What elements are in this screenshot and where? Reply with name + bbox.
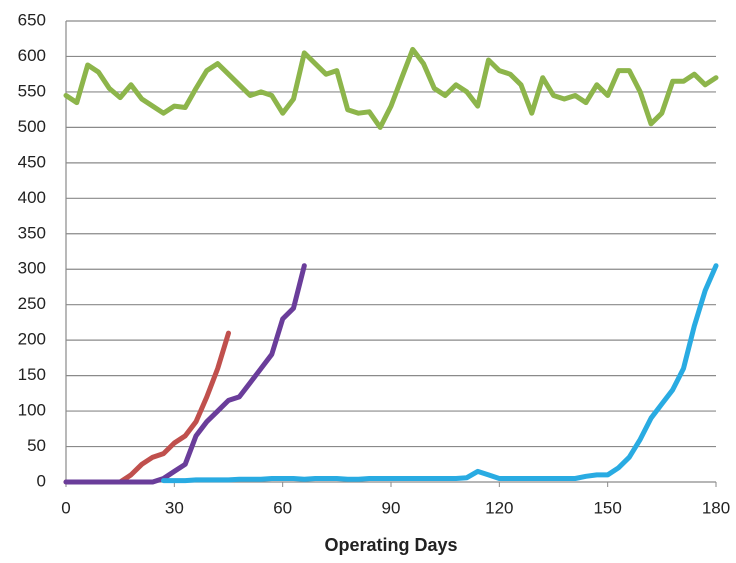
x-tick-label: 150 bbox=[593, 498, 621, 517]
series-line bbox=[63, 263, 307, 485]
y-tick-label: 500 bbox=[18, 117, 46, 136]
y-tick-label: 300 bbox=[18, 259, 46, 278]
y-tick-label: 250 bbox=[18, 294, 46, 313]
series-line bbox=[63, 330, 231, 485]
y-tick-label: 400 bbox=[18, 188, 46, 207]
y-tick-label: 650 bbox=[18, 10, 46, 29]
y-tick-label: 150 bbox=[18, 365, 46, 384]
y-tick-label: 550 bbox=[18, 81, 46, 100]
y-tick-label: 0 bbox=[37, 471, 46, 490]
y-tick-label: 100 bbox=[18, 401, 46, 420]
x-tick-label: 0 bbox=[61, 498, 70, 517]
x-tick-label: 180 bbox=[702, 498, 730, 517]
x-tick-label: 30 bbox=[165, 498, 184, 517]
x-axis-title: Operating Days bbox=[324, 535, 457, 555]
x-tick-label: 60 bbox=[273, 498, 292, 517]
y-tick-label: 600 bbox=[18, 46, 46, 65]
y-tick-label: 50 bbox=[27, 436, 46, 455]
x-tick-label: 90 bbox=[382, 498, 401, 517]
y-tick-label: 450 bbox=[18, 152, 46, 171]
y-tick-label: 350 bbox=[18, 223, 46, 242]
y-tick-label: 200 bbox=[18, 330, 46, 349]
series-line bbox=[161, 263, 719, 484]
x-tick-label: 120 bbox=[485, 498, 513, 517]
series-line bbox=[63, 46, 719, 130]
